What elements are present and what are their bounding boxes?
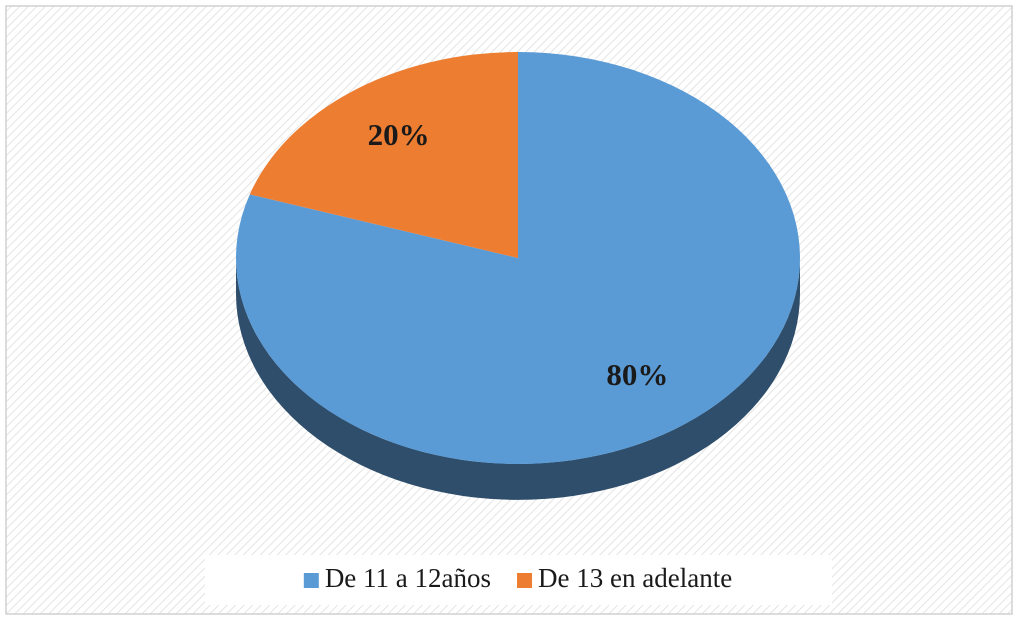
legend-label: De 13 en adelante [538,563,732,593]
legend-swatch [303,573,319,588]
pie-slice [249,52,518,258]
data-label: 20% [368,117,430,152]
legend-label: De 11 a 12años [325,563,491,593]
legend-swatch [517,573,533,588]
pie-side [236,258,800,500]
data-label: 80% [606,357,668,392]
